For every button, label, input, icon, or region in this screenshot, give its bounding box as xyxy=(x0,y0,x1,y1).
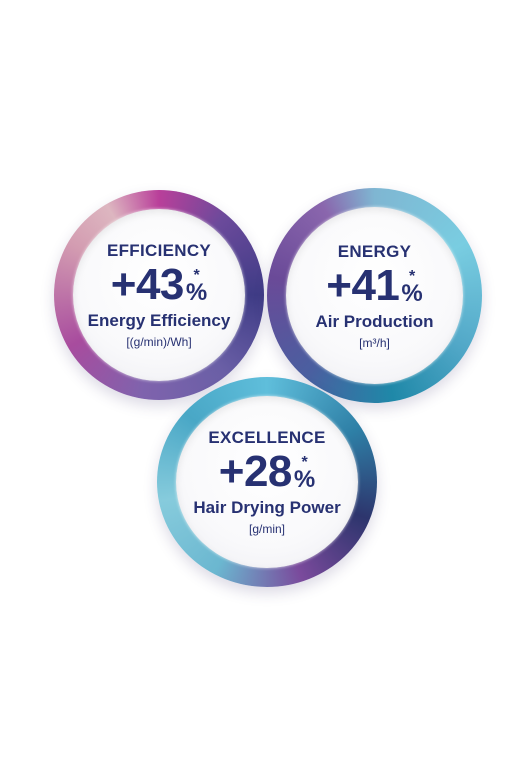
excellence-circle: EXCELLENCE +28 * % Hair Drying Power [g/… xyxy=(176,396,358,568)
excellence-label: Hair Drying Power xyxy=(193,498,341,517)
efficiency-circle: EFFICIENCY +43 * % Energy Efficiency [(g… xyxy=(73,209,245,381)
excellence-asterisk: * xyxy=(301,454,308,471)
energy-ring: ENERGY +41 * % Air Production [m³/h] xyxy=(267,188,482,403)
excellence-heading: EXCELLENCE xyxy=(208,428,326,447)
energy-unit: [m³/h] xyxy=(359,335,390,350)
efficiency-percent: % xyxy=(185,279,208,306)
excellence-value: +28 xyxy=(218,447,293,496)
energy-percent: % xyxy=(401,279,423,307)
energy-label: Air Production xyxy=(315,311,434,331)
excellence-suffix: * % xyxy=(293,454,316,494)
excellence-unit: [g/min] xyxy=(248,522,285,536)
efficiency-ring: EFFICIENCY +43 * % Energy Efficiency [(g… xyxy=(54,190,264,400)
efficiency-suffix: * % xyxy=(185,267,208,307)
energy-suffix: * % xyxy=(401,267,423,308)
efficiency-label: Energy Efficiency xyxy=(87,311,231,330)
efficiency-heading: EFFICIENCY xyxy=(106,241,212,260)
excellence-ring: EXCELLENCE +28 * % Hair Drying Power [g/… xyxy=(157,377,377,587)
efficiency-value: +43 xyxy=(110,260,185,309)
energy-circle: ENERGY +41 * % Air Production [m³/h] xyxy=(286,207,463,384)
efficiency-stat: +43 * % xyxy=(111,263,207,307)
energy-value: +41 xyxy=(326,260,400,310)
energy-heading: ENERGY xyxy=(337,241,412,261)
efficiency-unit: [(g/min)/Wh] xyxy=(126,335,192,349)
excellence-percent: % xyxy=(293,466,316,493)
efficiency-asterisk: * xyxy=(193,267,200,284)
excellence-stat: +28 * % xyxy=(219,450,315,494)
energy-asterisk: * xyxy=(408,267,416,285)
energy-stat: +41 * % xyxy=(326,260,423,310)
